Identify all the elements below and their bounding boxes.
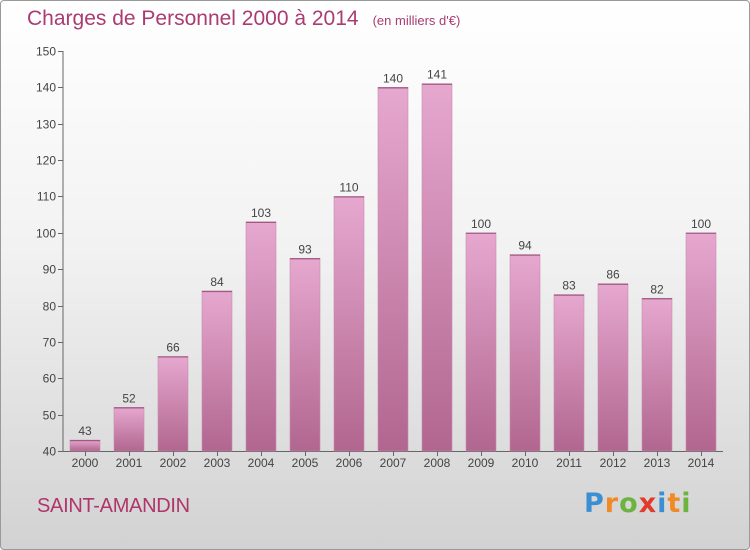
bar <box>465 232 497 452</box>
brand-letter: o <box>619 488 639 519</box>
chart-title-main: Charges de Personnel 2000 à 2014 <box>27 7 359 30</box>
brand-letter: r <box>604 488 620 519</box>
data-label: 84 <box>210 275 224 289</box>
y-tick-label: 90 <box>43 263 57 277</box>
bar <box>113 407 145 452</box>
data-label: 103 <box>251 206 271 220</box>
data-label: 141 <box>427 68 447 82</box>
bar <box>421 83 453 452</box>
x-tick-label: 2004 <box>248 456 275 470</box>
y-tick-label: 80 <box>43 300 57 314</box>
x-tick-label: 2013 <box>644 456 671 470</box>
x-tick-label: 2010 <box>512 456 539 470</box>
x-tick-label: 2002 <box>160 456 187 470</box>
x-tick-label: 2008 <box>424 456 451 470</box>
x-tick-label: 2005 <box>292 456 319 470</box>
bar <box>553 294 585 452</box>
data-label: 140 <box>383 71 403 85</box>
y-tick-label: 140 <box>36 81 56 95</box>
bar <box>69 439 101 452</box>
bar <box>685 232 717 452</box>
x-tick-label: 2007 <box>380 456 407 470</box>
y-tick-label: 50 <box>43 409 57 423</box>
x-tick-label: 2003 <box>204 456 231 470</box>
data-label: 110 <box>339 180 358 194</box>
y-tick-label: 40 <box>43 445 57 459</box>
x-tick-label: 2006 <box>336 456 363 470</box>
y-tick-label: 110 <box>37 190 56 204</box>
y-tick-label: 100 <box>36 227 56 241</box>
x-tick-label: 2000 <box>72 456 99 470</box>
x-tick-label: 2001 <box>116 456 143 470</box>
x-tick-label: 2011 <box>556 456 582 470</box>
bar <box>597 283 629 452</box>
data-label: 66 <box>166 340 180 354</box>
data-label: 82 <box>650 282 664 296</box>
chart-subtitle: (en milliers d'€) <box>372 13 461 28</box>
brand-logo: Proxiti <box>584 488 692 519</box>
bar <box>641 297 673 452</box>
data-label: 93 <box>298 242 312 256</box>
bar <box>509 254 541 452</box>
data-label: 94 <box>518 239 532 253</box>
bar <box>377 87 409 452</box>
x-tick-label: 2012 <box>600 456 627 470</box>
data-label: 43 <box>78 424 92 438</box>
chart-title: Charges de Personnel 2000 à 2014 (en mill… <box>27 7 460 31</box>
y-tick-label: 70 <box>43 336 57 350</box>
brand-letter: t <box>667 488 682 519</box>
y-tick-label: 120 <box>36 154 56 168</box>
brand-letter: P <box>584 488 605 519</box>
data-label: 100 <box>471 217 491 231</box>
x-tick-label: 2009 <box>468 456 495 470</box>
brand-letter: x <box>638 488 658 519</box>
y-tick-label: 60 <box>43 372 57 386</box>
bar <box>201 290 233 452</box>
bar <box>289 257 321 452</box>
bar <box>333 196 365 452</box>
y-tick-label: 130 <box>36 118 56 132</box>
y-tick-label: 150 <box>36 45 56 59</box>
bar <box>245 221 277 452</box>
data-label: 52 <box>122 391 136 405</box>
brand-letter: i <box>681 488 692 519</box>
place-name: SAINT-AMANDIN <box>37 495 190 517</box>
data-label: 100 <box>691 217 711 231</box>
brand-letter: i <box>657 488 668 519</box>
data-label: 86 <box>606 268 620 282</box>
data-label: 83 <box>562 279 576 293</box>
x-tick-label: 2014 <box>688 456 715 470</box>
bar <box>157 356 189 452</box>
